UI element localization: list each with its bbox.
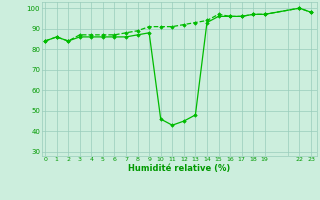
X-axis label: Humidité relative (%): Humidité relative (%) — [128, 164, 230, 173]
